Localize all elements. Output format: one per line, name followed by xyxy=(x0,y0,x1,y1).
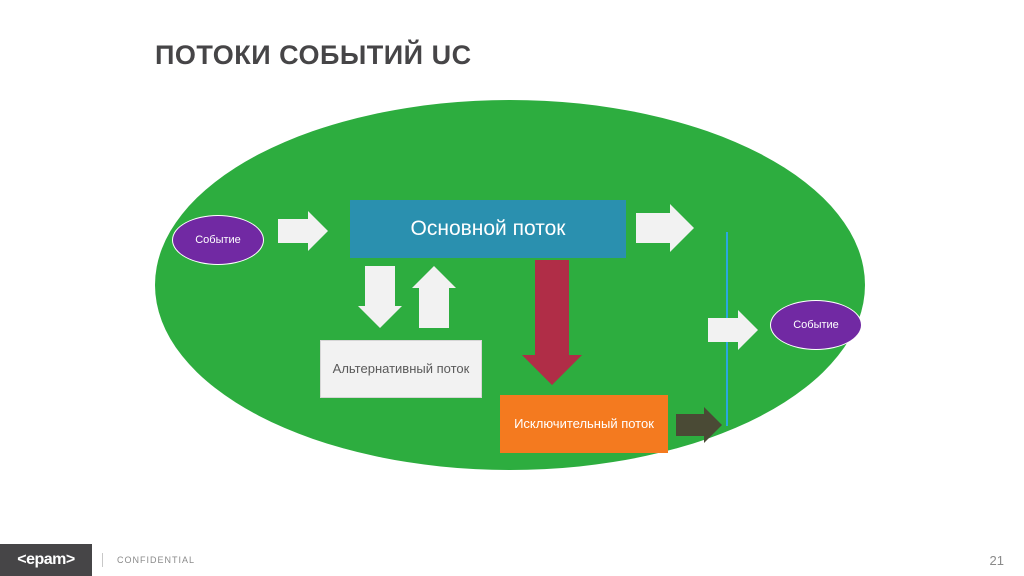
slide: ПОТОКИ СОБЫТИЙ UC Событие Основной поток… xyxy=(0,0,1024,576)
slide-title: ПОТОКИ СОБЫТИЙ UC xyxy=(155,40,472,71)
alternative-flow-box: Альтернативный поток xyxy=(320,340,482,398)
event-node-left: Событие xyxy=(172,215,264,265)
exception-flow-box: Исключительный поток xyxy=(500,395,668,453)
footer-divider xyxy=(102,553,103,567)
arrow-alt-to-main xyxy=(412,266,456,328)
slide-footer: <epam> CONFIDENTIAL xyxy=(0,544,1024,576)
arrow-main-out xyxy=(636,204,694,252)
arrow-exception-out xyxy=(676,407,722,443)
page-number: 21 xyxy=(990,553,1004,568)
main-flow-box: Основной поток xyxy=(350,200,626,258)
confidential-label: CONFIDENTIAL xyxy=(117,555,195,565)
arrow-event-to-main xyxy=(278,211,328,251)
event-node-right: Событие xyxy=(770,300,862,350)
arrow-main-to-alt xyxy=(358,266,402,328)
arrow-to-event-right xyxy=(708,310,758,350)
arrow-main-to-exception xyxy=(522,260,582,385)
epam-logo: <epam> xyxy=(0,544,92,576)
